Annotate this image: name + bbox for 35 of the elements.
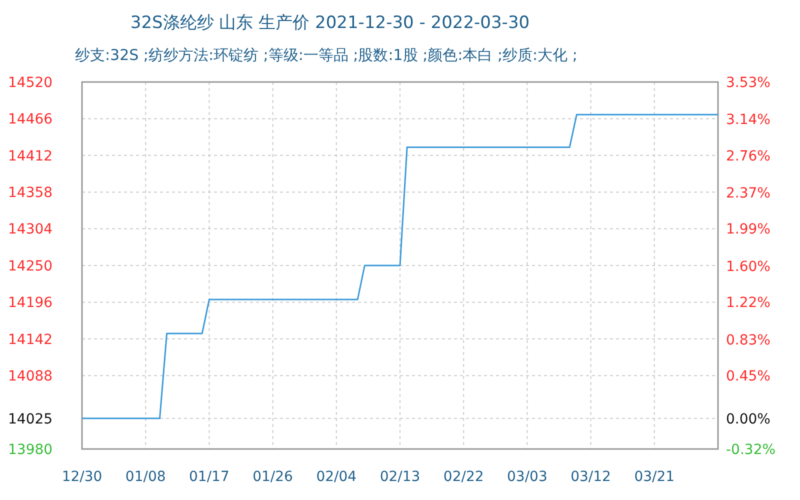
y-tick-label: 14358 [8,185,53,201]
y-tick-label: 13980 [8,442,53,458]
y-tick-label: 14088 [8,368,53,384]
y2-tick-label: 0.45% [726,368,770,384]
chart-subtitle: 纱支:32S ;纺纱方法:环锭纺 ;等级:一等品 ;股数:1股 ;颜色:本白 ;纱质:大化 ; [75,46,578,64]
y2-tick-label: 0.00% [726,411,770,428]
x-tick-label: 03/12 [570,469,611,485]
y-tick-label: 14520 [8,74,53,91]
y-tick-label: 14250 [8,258,53,274]
y-tick-label: 14025 [8,411,53,428]
line-series [81,114,719,420]
x-tick-label: 03/21 [634,469,675,485]
x-tick-label: 01/17 [189,469,230,485]
y2-tick-label: -0.32% [726,442,776,458]
y2-tick-label: 1.60% [726,258,770,275]
y-tick-label: 14466 [8,112,53,128]
y-tick-label: 14304 [8,222,53,238]
y2-tick-label: 0.83% [726,332,770,348]
x-tick-label: 12/30 [62,469,102,485]
x-tick-label: 01/26 [252,469,294,485]
x-tick-label: 02/22 [443,469,484,485]
y2-tick-label: 3.53% [726,74,770,91]
x-tick-label: 01/08 [125,469,166,485]
y2-tick-label: 3.14% [726,112,770,128]
y-tick-label: 14412 [8,148,53,164]
y2-tick-label: 2.37% [726,185,770,202]
y2-tick-label: 1.99% [726,222,770,238]
x-tick-label: 02/04 [316,469,357,485]
y2-tick-label: 2.76% [726,148,770,164]
x-tick-label: 02/13 [380,469,420,485]
chart-title: 32S涤纶纱 山东 生产价 2021-12-30 - 2022-03-30 [130,13,530,33]
y-tick-label: 14196 [8,295,53,312]
y-tick-label: 14142 [8,332,53,348]
x-tick-label: 03/03 [507,469,548,485]
y2-tick-label: 1.22% [726,295,770,312]
